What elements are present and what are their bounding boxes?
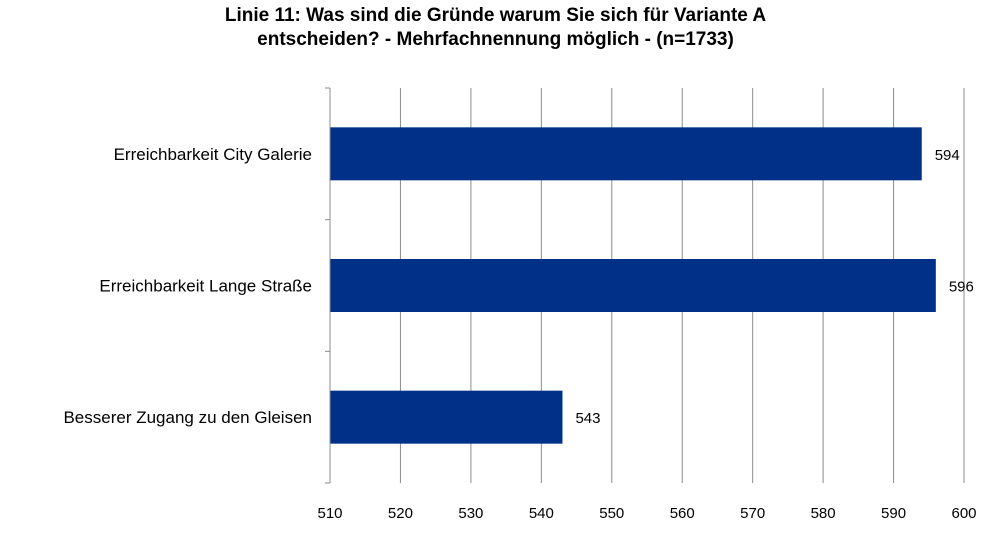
category-label: Erreichbarkeit City Galerie — [114, 145, 312, 164]
category-label: Besserer Zugang zu den Gleisen — [63, 408, 312, 427]
bar — [330, 390, 563, 444]
chart-title-line-2: entscheiden? - Mehrfachnennung möglich -… — [257, 29, 734, 50]
x-tick-label: 560 — [670, 505, 695, 522]
category-label: Erreichbarkeit Lange Straße — [99, 277, 312, 296]
axes — [325, 87, 331, 484]
x-tick-label: 600 — [951, 505, 976, 522]
x-tick-label: 580 — [811, 505, 836, 522]
x-tick-label: 590 — [881, 505, 906, 522]
chart-title-line-1: Linie 11: Was sind die Gründe warum Sie … — [224, 5, 767, 26]
chart-title: Linie 11: Was sind die Gründe warum Sie … — [0, 4, 991, 52]
x-tick-label: 550 — [599, 505, 624, 522]
bars — [330, 127, 936, 444]
data-label: 594 — [935, 147, 960, 164]
bar — [330, 259, 936, 312]
data-label: 596 — [949, 279, 974, 296]
x-tick-label: 520 — [388, 505, 413, 522]
x-tick-label: 530 — [458, 505, 483, 522]
x-tick-label: 510 — [317, 505, 342, 522]
x-tick-label: 540 — [529, 505, 554, 522]
x-tick-label: 570 — [740, 505, 765, 522]
labels: 510 520 530 540 550 560 570 580 590 600 Erreichbar… — [63, 145, 976, 522]
data-label: 543 — [575, 410, 600, 427]
bar — [330, 127, 922, 181]
